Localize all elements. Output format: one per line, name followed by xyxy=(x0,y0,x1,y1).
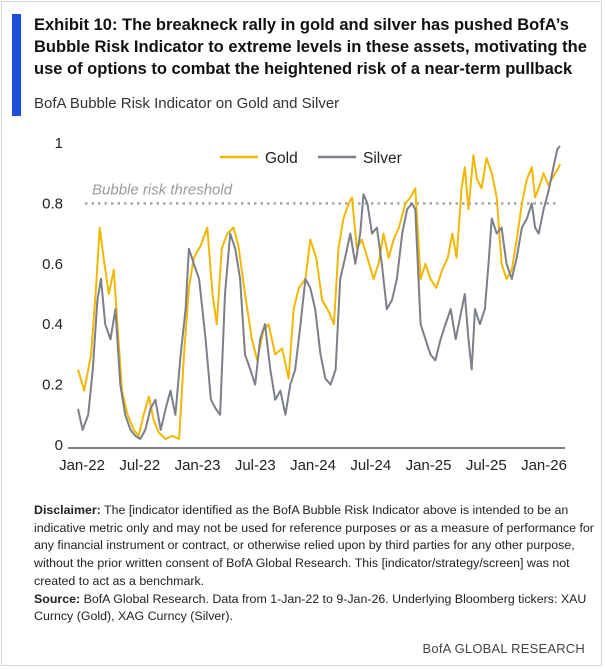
x-tick-label: Jul-25 xyxy=(466,457,507,474)
source-note: Source: BofA Global Research. Data from … xyxy=(34,591,594,626)
x-tick-label: Jul-22 xyxy=(119,457,160,474)
accent-bar xyxy=(12,14,21,116)
threshold-label: Bubble risk threshold xyxy=(92,181,233,198)
notes: Disclaimer: The [indicator identified as… xyxy=(34,502,594,626)
brand-footer: BofA GLOBAL RESEARCH xyxy=(422,641,585,656)
y-tick-label: 0.6 xyxy=(42,256,63,273)
y-tick-label: 0.2 xyxy=(42,377,63,394)
series-lines xyxy=(77,145,561,440)
x-tick-label: Jan-23 xyxy=(175,457,221,474)
y-tick-label: 0 xyxy=(55,437,63,454)
x-tick-label: Jan-25 xyxy=(406,457,452,474)
bubble-risk-chart: 00.20.40.60.81 Jan-22 Jul-22 Jan-23 Jul-23 J… xyxy=(42,135,567,474)
legend-label-gold: Gold xyxy=(265,150,298,167)
disclaimer: Disclaimer: The [indicator identified as… xyxy=(34,502,594,591)
x-tick-label: Jan-22 xyxy=(59,457,105,474)
exhibit-title: Exhibit 10: The breakneck rally in gold … xyxy=(34,16,587,78)
y-axis-ticks: 0 0.2 0.4 0.6 0.8 1 xyxy=(42,135,63,454)
disclaimer-text: The [indicator identified as the BofA Bu… xyxy=(34,503,594,588)
legend-label-silver: Silver xyxy=(363,150,402,167)
y-tick-label: 0.8 xyxy=(42,195,63,212)
x-tick-label: Jul-23 xyxy=(235,457,276,474)
x-tick-label: Jan-26 xyxy=(521,457,567,474)
source-label: Source: xyxy=(34,591,81,606)
y-tick-label: 0.4 xyxy=(42,316,63,333)
x-tick-label: Jan-24 xyxy=(290,457,336,474)
y-tick-label: 1 xyxy=(55,135,63,152)
series-line-silver xyxy=(77,145,561,440)
disclaimer-label: Disclaimer: xyxy=(34,503,101,517)
source-text: BofA Global Research. Data from 1-Jan-22… xyxy=(34,591,587,624)
exhibit-subtitle: BofA Bubble Risk Indicator on Gold and S… xyxy=(34,95,340,112)
x-tick-label: Jul-24 xyxy=(350,457,391,474)
legend: Gold Silver xyxy=(220,150,402,167)
series-line-gold xyxy=(77,154,561,440)
x-axis-ticks: Jan-22 Jul-22 Jan-23 Jul-23 Jan-24 Jul-24 Jan-… xyxy=(59,457,567,474)
